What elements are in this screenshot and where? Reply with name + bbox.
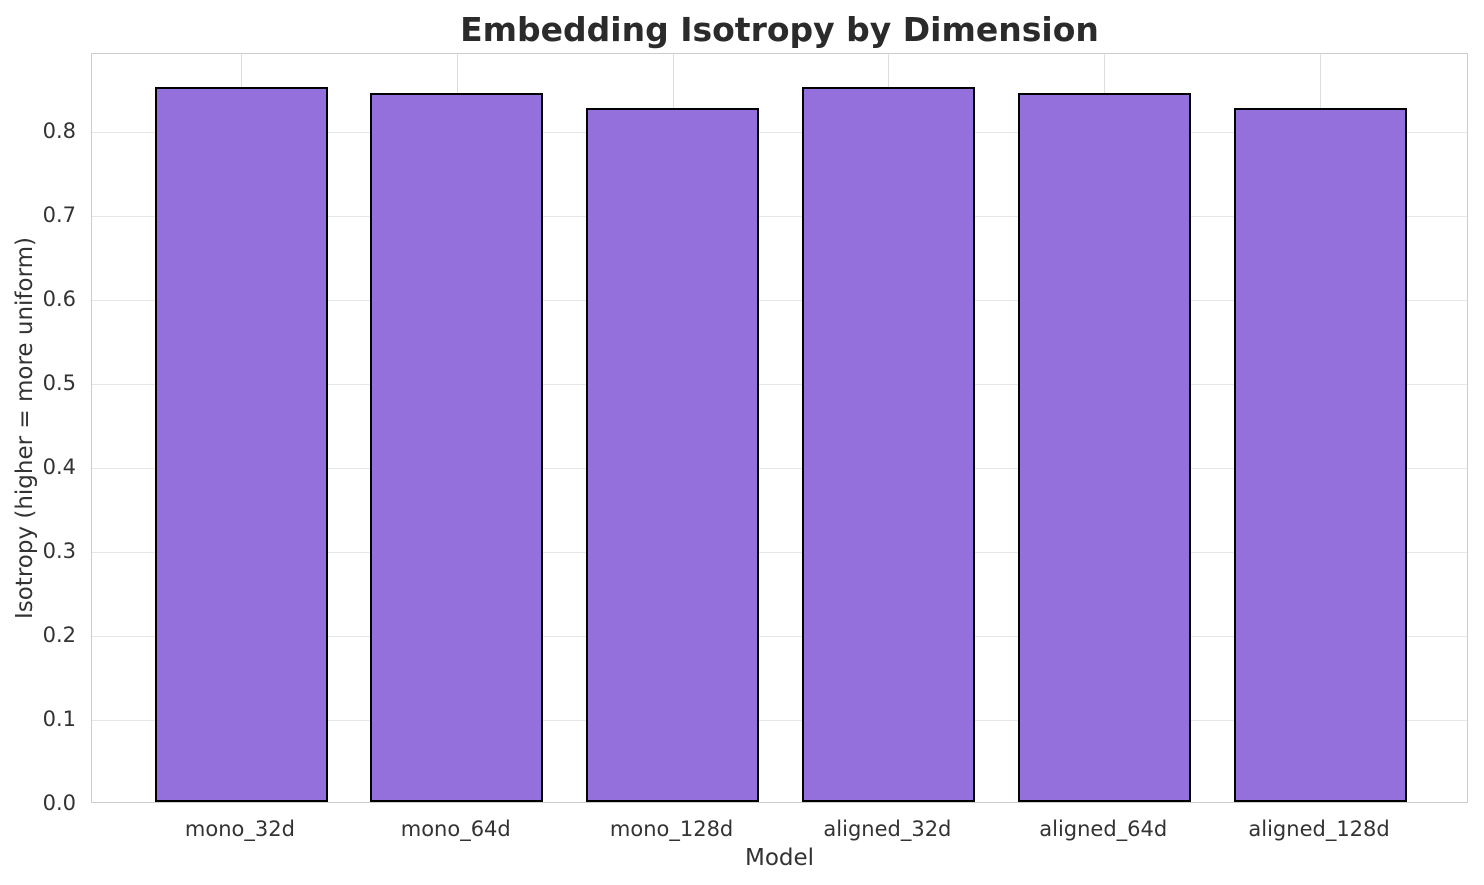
bar-aligned_64d	[1018, 93, 1191, 802]
x-tick-label: aligned_32d	[823, 817, 952, 841]
y-tick-label: 0.8	[42, 119, 76, 144]
y-tick-label: 0.0	[42, 791, 76, 815]
gridline-horizontal	[92, 384, 1467, 386]
bar-aligned_128d	[1234, 108, 1407, 802]
chart-title: Embedding Isotropy by Dimension	[460, 10, 1099, 49]
gridline-horizontal	[92, 720, 1467, 721]
x-tick-label: mono_64d	[400, 817, 511, 841]
bar-aligned_32d	[802, 87, 975, 802]
y-tick-label: 0.2	[42, 623, 76, 648]
y-tick-label: 0.4	[42, 455, 76, 480]
gridline-horizontal	[92, 636, 1467, 638]
y-tick-label: 0.1	[42, 707, 76, 731]
gridline-horizontal	[92, 300, 1467, 302]
y-tick-label: 0.5	[42, 371, 76, 396]
gridline-horizontal	[92, 216, 1467, 218]
x-tick-label: aligned_128d	[1248, 817, 1390, 841]
y-tick-label: 0.7	[42, 203, 76, 228]
x-axis-label: Model	[744, 845, 815, 871]
gridline-horizontal	[92, 552, 1467, 554]
gridline-horizontal	[92, 132, 1467, 134]
x-tick-label: mono_32d	[184, 817, 295, 841]
bar-mono_32d	[155, 87, 328, 802]
bar-mono_128d	[586, 108, 759, 802]
y-tick-label: 0.3	[42, 539, 76, 564]
x-tick-label: aligned_64d	[1039, 817, 1168, 841]
plot-area	[91, 53, 1468, 803]
x-tick-label: mono_128d	[609, 817, 734, 841]
gridline-horizontal	[92, 468, 1467, 470]
y-tick-label: 0.6	[42, 287, 76, 312]
bar-mono_64d	[370, 93, 543, 802]
